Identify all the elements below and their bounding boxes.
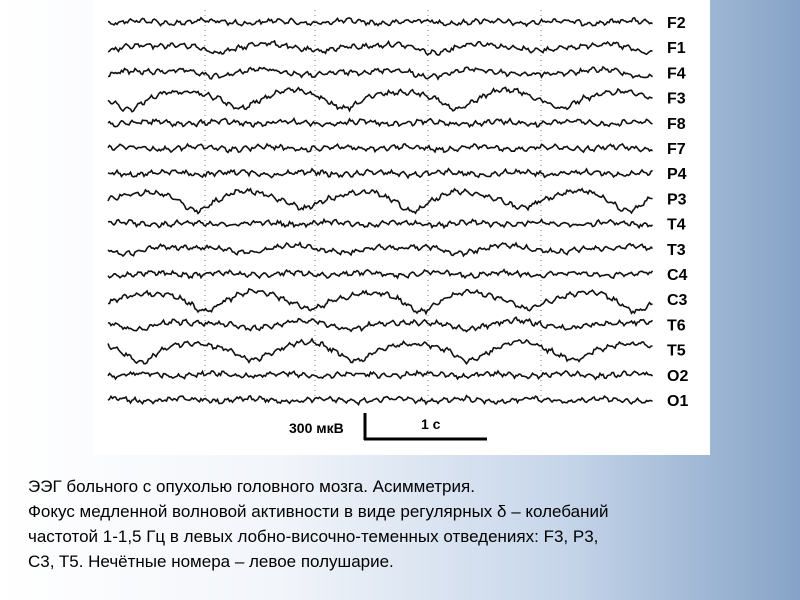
eeg-trace-p4: [107, 167, 653, 180]
eeg-trace-t3: [107, 240, 654, 258]
channel-label: F3: [667, 91, 686, 108]
eeg-trace-p3: [107, 187, 653, 215]
channel-label: C3: [667, 292, 688, 309]
eeg-trace-f2: [107, 16, 653, 28]
channel-label: T6: [667, 317, 686, 334]
eeg-traces: F2 F1 F4 F3 F8 F7 P4 P3 T4 T3 C4 C3 T6 T5 O2 O1 300 мкВ…: [107, 10, 688, 441]
eeg-trace-t5: [107, 337, 653, 366]
eeg-trace-f1: [107, 39, 653, 56]
channel-label: F8: [667, 116, 686, 133]
caption-line: частотой 1-1,5 Гц в левых лобно-височно-…: [28, 527, 599, 546]
channel-label: P3: [667, 191, 687, 208]
time-scale-label: 1 с: [421, 416, 441, 432]
channel-label: F7: [667, 141, 686, 158]
channel-label: C4: [667, 267, 688, 284]
channel-label: F4: [667, 65, 686, 82]
caption-line: C3, T5. Нечётные номера – левое полушари…: [28, 552, 394, 571]
eeg-trace-o2: [107, 369, 654, 381]
eeg-trace-f3: [107, 86, 653, 113]
eeg-trace-f4: [107, 65, 653, 81]
channel-label: T5: [667, 343, 686, 360]
amplitude-scale-label: 300 мкВ: [289, 420, 344, 436]
channel-label: O2: [667, 368, 688, 385]
eeg-trace-o1: [107, 394, 653, 407]
channel-label: T3: [667, 242, 686, 259]
eeg-figure: F2 F1 F4 F3 F8 F7 P4 P3 T4 T3 C4 C3 T6 T5 O2 O1 300 мкВ…: [93, 0, 710, 455]
caption-line: Фокус медленной волновой активности в ви…: [28, 502, 609, 521]
scale-bar: 300 мкВ 1 с: [289, 413, 487, 441]
eeg-trace-c3: [108, 287, 653, 316]
eeg-trace-c4: [107, 268, 654, 280]
eeg-trace-t6: [107, 316, 654, 333]
channel-label: F2: [667, 15, 686, 32]
figure-caption: ЭЭГ больного с опухолью головного мозга.…: [28, 474, 800, 574]
eeg-trace-f8: [107, 116, 653, 129]
channel-label: O1: [667, 393, 688, 410]
channel-label: T4: [667, 217, 686, 234]
channel-label: F1: [667, 40, 686, 57]
caption-line: ЭЭГ больного с опухолью головного мозга.…: [28, 477, 475, 496]
eeg-trace-f7: [107, 142, 653, 154]
eeg-trace-t4: [107, 217, 654, 230]
channel-label: P4: [667, 166, 687, 183]
